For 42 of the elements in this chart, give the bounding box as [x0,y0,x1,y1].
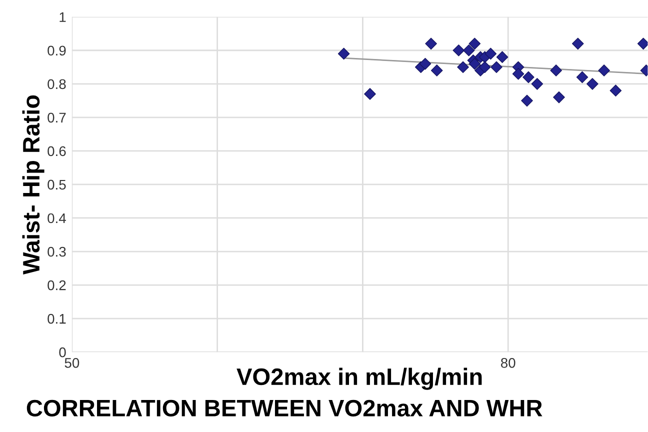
text: CORRELATION BETWEEN VO2max AND WHR [26,400,542,417]
point [452,44,465,56]
point [522,71,534,84]
y-tick-label: 0.1 [48,314,66,324]
point [484,48,497,60]
point [364,88,376,100]
point [425,38,437,50]
point [512,68,524,80]
y-tick-label: 0 [59,347,66,358]
point [468,38,481,50]
point [550,64,562,76]
y-tick-label: 0.8 [48,79,66,90]
y-tick-label: 0.3 [48,246,66,257]
x-tick-label: 80 [500,358,516,368]
y-tick-label: 0.7 [48,112,66,123]
point [576,71,588,84]
point [586,78,598,90]
y-tick-label: 0.6 [48,146,66,156]
y-tick-label: 1 [60,12,66,22]
point [531,78,544,90]
point [419,58,432,70]
point [430,64,443,76]
point [521,94,533,107]
y-tick-label: 0.9 [48,46,66,56]
x-axis-title: VO2max in mL/kg/min [236,368,482,390]
point [468,58,481,70]
y-tick-label: 0.2 [48,280,66,290]
point [478,61,491,74]
y-axis-title: Waist- Hip Ratio [22,95,44,274]
point [610,84,622,97]
point [637,38,648,50]
point [553,91,565,104]
y-tick-label: 0.4 [48,213,66,224]
point [462,44,475,56]
x-tick-label: 50 [64,358,80,368]
point [496,51,508,63]
point [598,64,610,76]
point [490,61,502,74]
point [338,48,350,60]
y-tick-label: 0.5 [48,180,66,190]
point [457,61,469,74]
point [572,38,584,50]
